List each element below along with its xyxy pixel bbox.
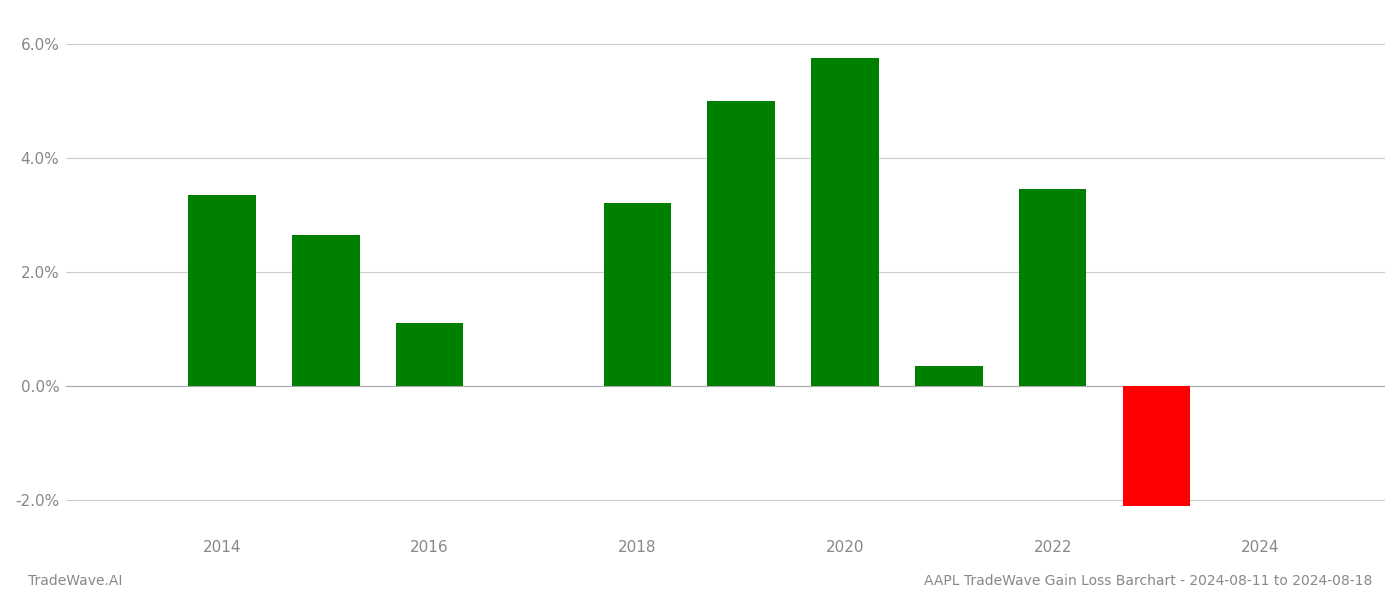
Bar (916, 366, 983, 386)
Bar (811, 58, 879, 386)
Text: AAPL TradeWave Gain Loss Barchart - 2024-08-11 to 2024-08-18: AAPL TradeWave Gain Loss Barchart - 2024… (924, 574, 1372, 588)
Bar (707, 101, 776, 386)
Bar (396, 323, 463, 386)
Bar (293, 235, 360, 386)
Bar (603, 203, 671, 386)
Bar (1019, 189, 1086, 386)
Bar (188, 195, 256, 386)
Bar (1123, 386, 1190, 506)
Text: TradeWave.AI: TradeWave.AI (28, 574, 122, 588)
